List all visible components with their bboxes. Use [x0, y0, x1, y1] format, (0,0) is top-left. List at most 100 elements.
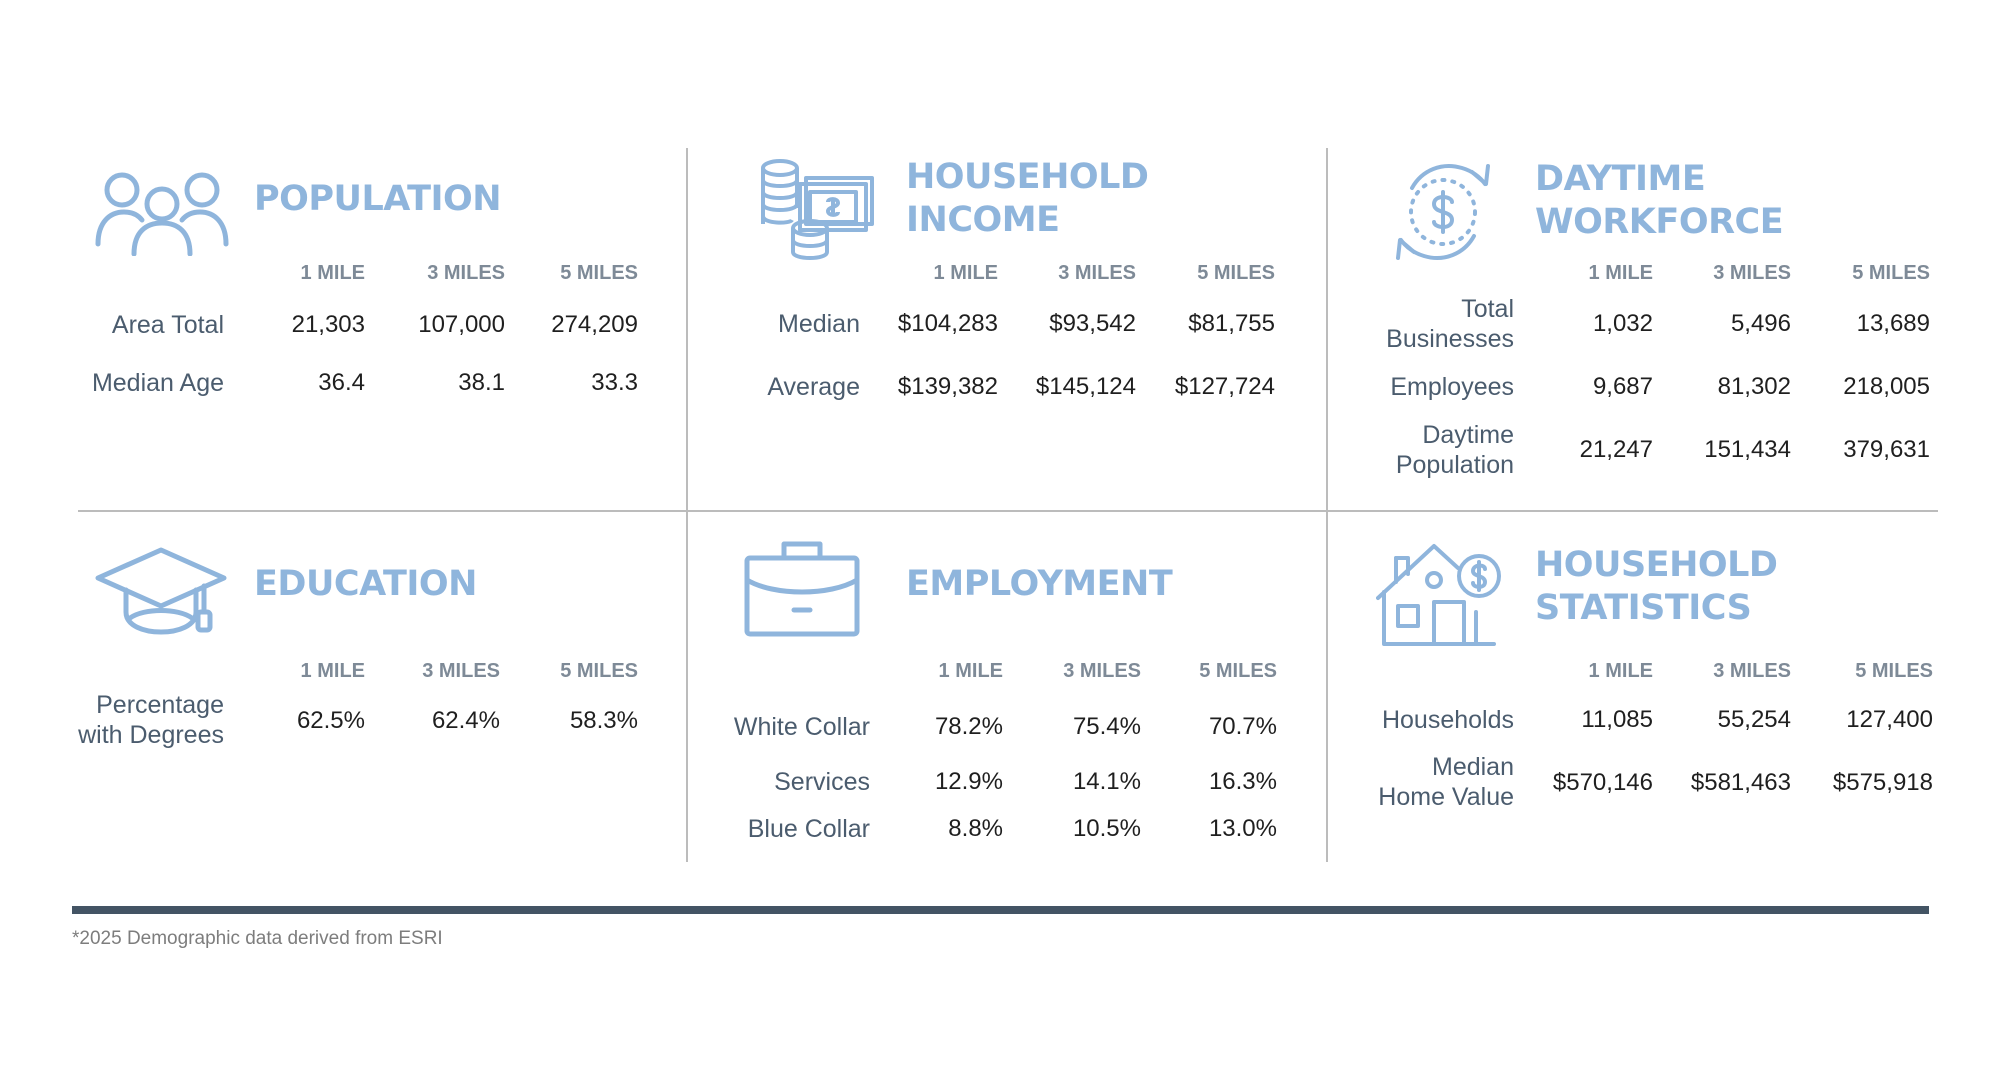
column-header-5-miles: 5 MILES: [560, 262, 638, 284]
row-label-median-home-value: Median Home Value: [1340, 752, 1514, 812]
column-header-3-miles: 3 MILES: [422, 660, 500, 682]
value-employees-5-miles: 218,005: [1843, 373, 1930, 400]
value-daytime-population-1-mile: 21,247: [1579, 436, 1653, 463]
value-average-income-1-mile: $139,382: [897, 373, 998, 400]
household-income-title: HOUSEHOLD INCOME: [906, 156, 1149, 242]
value-households-3-miles: 55,254: [1717, 706, 1791, 733]
footer-bar: [72, 906, 1929, 914]
column-header-3-miles: 3 MILES: [1713, 262, 1791, 284]
value-degrees-1-mile: 62.5%: [296, 707, 365, 734]
value-blue-collar-1-mile: 8.8%: [948, 815, 1003, 842]
footnote: *2025 Demographic data derived from ESRI: [72, 928, 443, 949]
value-total-businesses-5-miles: 13,689: [1856, 310, 1930, 337]
row-label-employees: Employees: [1390, 373, 1514, 401]
column-header-1-mile: 1 MILE: [1588, 262, 1653, 284]
row-label-median-home-value-line1: Median: [1432, 753, 1514, 781]
value-employees-1-mile: 9,687: [1592, 373, 1653, 400]
column-header-3-miles: 3 MILES: [1713, 660, 1791, 682]
divider-vertical-right: [1326, 148, 1328, 862]
value-median-home-value-5-miles: $575,918: [1832, 769, 1933, 796]
population-title: POPULATION: [254, 179, 502, 219]
row-label-daytime-population: Daytime Population: [1340, 420, 1514, 480]
row-label-households: Households: [1381, 706, 1514, 734]
dollar-cycle-icon: [1390, 158, 1496, 266]
graduation-cap-icon: [94, 546, 228, 636]
row-label-total-businesses-line2: Businesses: [1386, 325, 1514, 353]
value-median-age-1-mile: 36.4: [318, 369, 365, 396]
value-daytime-population-3-miles: 151,434: [1704, 436, 1791, 463]
employment-title: EMPLOYMENT: [906, 564, 1173, 604]
household-income-title-line1: HOUSEHOLD: [906, 157, 1149, 197]
row-label-percentage-with-degrees: Percentage with Degrees: [60, 690, 224, 750]
daytime-workforce-title-line2: WORKFORCE: [1535, 202, 1784, 242]
value-median-home-value-1-mile: $570,146: [1552, 769, 1653, 796]
briefcase-icon: [744, 540, 860, 638]
value-median-income-5-miles: $81,755: [1188, 310, 1275, 337]
value-median-income-1-mile: $104,283: [897, 310, 998, 337]
column-header-3-miles: 3 MILES: [1058, 262, 1136, 284]
row-label-median-home-value-line2: Home Value: [1378, 783, 1514, 811]
value-households-5-miles: 127,400: [1846, 706, 1933, 733]
daytime-workforce-title: DAYTIME WORKFORCE: [1535, 158, 1784, 244]
household-statistics-title-line2: STATISTICS: [1535, 588, 1752, 628]
row-label-percentage-line2: with Degrees: [78, 721, 224, 749]
column-header-5-miles: 5 MILES: [1199, 660, 1277, 682]
value-degrees-3-miles: 62.4%: [431, 707, 500, 734]
value-median-income-3-miles: $93,542: [1049, 310, 1136, 337]
column-header-5-miles: 5 MILES: [1197, 262, 1275, 284]
value-services-3-miles: 14.1%: [1072, 768, 1141, 795]
education-title: EDUCATION: [254, 564, 477, 604]
value-area-total-5-miles: 274,209: [551, 311, 638, 338]
row-label-total-businesses-line1: Total: [1461, 295, 1514, 323]
people-icon: [94, 170, 230, 256]
household-statistics-title: HOUSEHOLD STATISTICS: [1535, 544, 1778, 630]
row-label-daytime-population-line2: Population: [1395, 451, 1514, 479]
household-statistics-title-line1: HOUSEHOLD: [1535, 545, 1778, 585]
row-label-daytime-population-line1: Daytime: [1422, 421, 1514, 449]
row-label-percentage-line1: Percentage: [96, 691, 224, 719]
value-white-collar-5-miles: 70.7%: [1208, 713, 1277, 740]
value-services-1-mile: 12.9%: [934, 768, 1003, 795]
value-total-businesses-3-miles: 5,496: [1730, 310, 1791, 337]
column-header-1-mile: 1 MILE: [938, 660, 1003, 682]
column-header-1-mile: 1 MILE: [300, 262, 365, 284]
column-header-5-miles: 5 MILES: [560, 660, 638, 682]
value-area-total-3-miles: 107,000: [418, 311, 505, 338]
column-header-3-miles: 3 MILES: [1063, 660, 1141, 682]
column-header-5-miles: 5 MILES: [1855, 660, 1933, 682]
row-label-median-age: Median Age: [91, 369, 224, 397]
divider-vertical-left: [686, 148, 688, 862]
value-area-total-1-mile: 21,303: [291, 311, 365, 338]
value-median-age-5-miles: 33.3: [591, 369, 638, 396]
house-dollar-icon: [1376, 542, 1504, 648]
row-label-total-businesses: Total Businesses: [1340, 294, 1514, 354]
row-label-services: Services: [774, 768, 870, 796]
value-degrees-5-miles: 58.3%: [569, 707, 638, 734]
value-blue-collar-3-miles: 10.5%: [1072, 815, 1141, 842]
value-average-income-5-miles: $127,724: [1174, 373, 1275, 400]
row-label-white-collar: White Collar: [733, 713, 870, 741]
row-label-average: Average: [767, 373, 860, 401]
value-white-collar-3-miles: 75.4%: [1072, 713, 1141, 740]
column-header-1-mile: 1 MILE: [300, 660, 365, 682]
row-label-area-total: Area Total: [111, 311, 224, 339]
value-daytime-population-5-miles: 379,631: [1843, 436, 1930, 463]
daytime-workforce-title-line1: DAYTIME: [1535, 159, 1706, 199]
row-label-blue-collar: Blue Collar: [747, 815, 870, 843]
value-blue-collar-5-miles: 13.0%: [1208, 815, 1277, 842]
column-header-3-miles: 3 MILES: [427, 262, 505, 284]
value-median-home-value-3-miles: $581,463: [1690, 769, 1791, 796]
value-average-income-3-miles: $145,124: [1035, 373, 1136, 400]
value-total-businesses-1-mile: 1,032: [1592, 310, 1653, 337]
value-households-1-mile: 11,085: [1581, 706, 1653, 733]
household-income-title-line2: INCOME: [906, 200, 1060, 240]
money-stack-icon: [760, 158, 876, 262]
column-header-1-mile: 1 MILE: [1588, 660, 1653, 682]
column-header-5-miles: 5 MILES: [1852, 262, 1930, 284]
row-label-median: Median: [778, 310, 860, 338]
column-header-1-mile: 1 MILE: [933, 262, 998, 284]
value-services-5-miles: 16.3%: [1208, 768, 1277, 795]
value-employees-3-miles: 81,302: [1717, 373, 1791, 400]
value-white-collar-1-mile: 78.2%: [934, 713, 1003, 740]
divider-horizontal: [78, 510, 1938, 512]
